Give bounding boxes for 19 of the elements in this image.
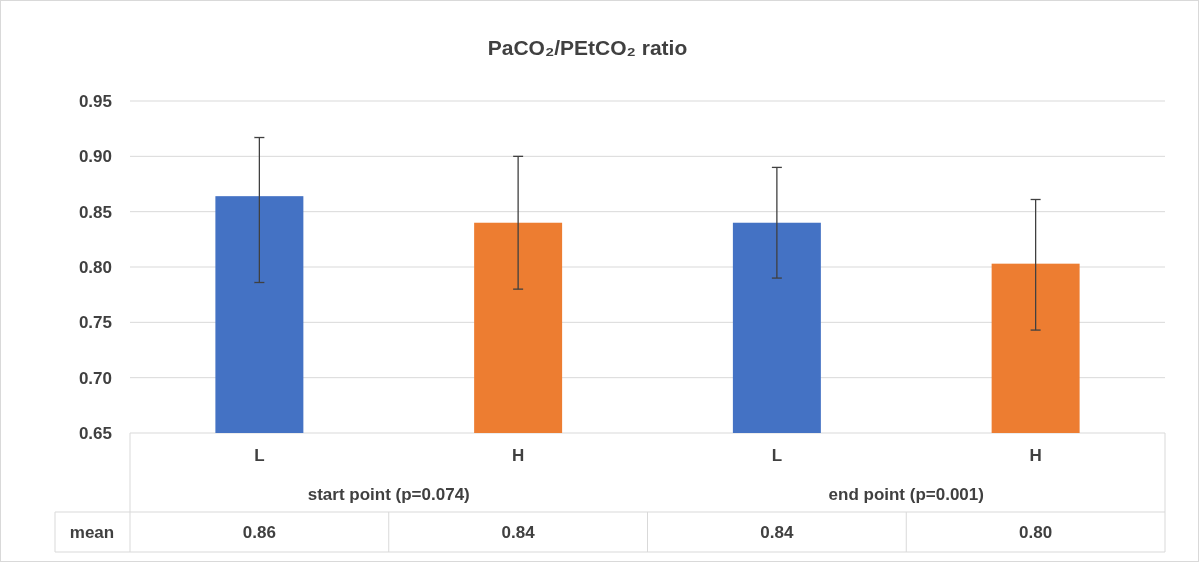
text: start point (p=0.074) bbox=[307, 485, 470, 504]
x-tick-label: H bbox=[1029, 446, 1042, 465]
x-tick-label: L bbox=[254, 446, 265, 465]
y-tick-label: 0.65 bbox=[78, 423, 112, 443]
y-tick-label: 0.75 bbox=[78, 313, 112, 333]
y-tick-label: 0.70 bbox=[78, 368, 112, 388]
data-label: 0.84 bbox=[760, 523, 794, 542]
y-tick-label: 0.85 bbox=[78, 202, 112, 222]
x-tick-label: H bbox=[511, 446, 525, 465]
data-label: 0.86 bbox=[242, 523, 276, 542]
text: end point (p=0.001) bbox=[828, 485, 984, 504]
text: mean bbox=[69, 523, 115, 542]
chart-title: PaCO₂/PEtCO₂ ratio bbox=[487, 36, 688, 59]
data-label: 0.80 bbox=[1019, 523, 1053, 542]
x-tick-label: L bbox=[771, 446, 783, 465]
data-label: 0.84 bbox=[501, 523, 536, 542]
y-tick-label: 0.90 bbox=[78, 147, 112, 167]
y-tick-label: 0.80 bbox=[78, 257, 112, 277]
y-tick-label: 0.95 bbox=[78, 91, 112, 111]
